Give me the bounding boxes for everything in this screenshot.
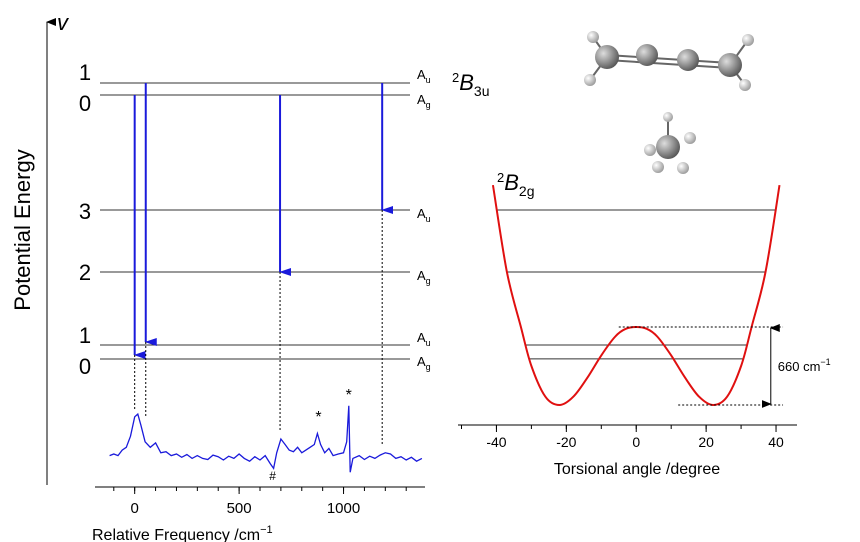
symmetry-label: Au xyxy=(417,67,431,85)
x-axis-label: Relative Frequency /cm−1 xyxy=(92,524,273,542)
peak-marker: * xyxy=(346,387,352,404)
figure: v Potential Energy 2B3u Relative Frequen… xyxy=(0,0,860,542)
x-tick-label: 40 xyxy=(768,434,784,450)
peak-marker: # xyxy=(269,469,276,483)
state-label: 2B2g xyxy=(497,170,535,199)
level-number: 0 xyxy=(79,91,91,116)
molecule-illustration xyxy=(584,31,754,174)
symmetry-sub: g xyxy=(426,276,431,286)
spectrum-line xyxy=(110,406,422,472)
x-tick-label: 0 xyxy=(632,434,640,450)
symmetry: A xyxy=(417,206,426,221)
symmetry: A xyxy=(417,92,426,107)
symmetry-label: Ag xyxy=(417,92,431,110)
y-axis-label: Potential Energy xyxy=(10,149,35,310)
level-number: 1 xyxy=(79,323,91,348)
symmetry: A xyxy=(417,268,426,283)
x-tick-label: -20 xyxy=(556,434,576,450)
x-tick-label: 1000 xyxy=(327,500,360,517)
x-tick-label: -40 xyxy=(486,434,506,450)
symmetry-sub: u xyxy=(426,338,431,348)
axis-symbol: v xyxy=(57,10,70,35)
barrier-label: 660 cm−1 xyxy=(778,357,831,374)
symmetry-sub: g xyxy=(426,100,431,110)
barrier-unit: −1 xyxy=(820,357,830,367)
symmetry: A xyxy=(417,354,426,369)
symmetry-sub: u xyxy=(426,214,431,224)
x-axis-label: Torsional angle /degree xyxy=(554,461,720,478)
level-number: 2 xyxy=(79,260,91,285)
symmetry-label: Au xyxy=(417,206,431,224)
x-tick-label: 500 xyxy=(227,500,252,517)
peak-marker: * xyxy=(315,409,321,426)
x-tick-label: 20 xyxy=(698,434,714,450)
level-number: 1 xyxy=(79,60,91,85)
symmetry-label: Au xyxy=(417,330,431,348)
level-number: 3 xyxy=(79,199,91,224)
barrier-text: 660 cm xyxy=(778,359,821,374)
symmetry-sub: g xyxy=(426,362,431,372)
state-label: 2B3u xyxy=(452,70,490,99)
symmetry: A xyxy=(417,330,426,345)
symmetry-label: Ag xyxy=(417,354,431,372)
x-tick-label: 0 xyxy=(131,500,139,517)
symmetry-label: Ag xyxy=(417,268,431,286)
symmetry-sub: u xyxy=(426,75,431,85)
potential-curve xyxy=(493,185,780,405)
symmetry: A xyxy=(417,67,426,82)
level-number: 0 xyxy=(79,354,91,379)
